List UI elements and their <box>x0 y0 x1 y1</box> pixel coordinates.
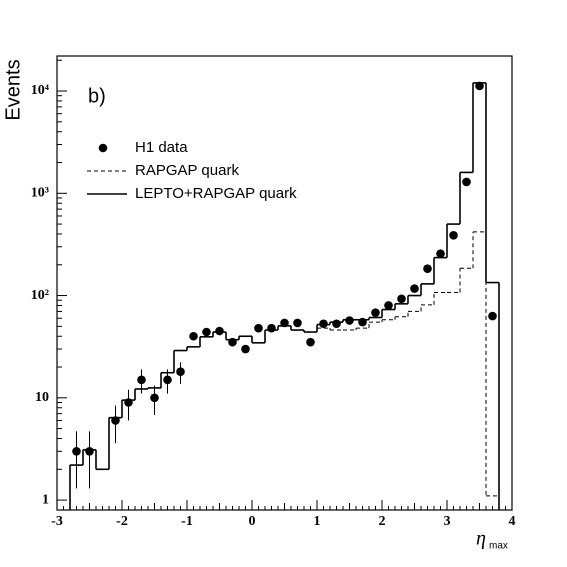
data-point <box>267 323 276 333</box>
plot-frame <box>56 55 513 511</box>
data-point <box>150 393 159 403</box>
data-point <box>462 177 471 187</box>
data-point <box>163 375 172 385</box>
legend-label: RAPGAP quark <box>135 162 239 179</box>
data-point <box>176 367 185 377</box>
data-point <box>137 375 146 385</box>
data-point <box>475 81 484 91</box>
data-point <box>436 249 445 258</box>
y-tick-label: 1 <box>42 492 49 507</box>
data-point <box>254 323 263 333</box>
x-tick-label: -1 <box>181 514 193 529</box>
data-point <box>319 319 328 329</box>
legend-marker <box>98 143 108 153</box>
data-point <box>332 319 341 329</box>
y-axis-label: Events <box>2 59 24 120</box>
data-point <box>397 294 406 304</box>
x-tick-label: 3 <box>444 514 451 529</box>
x-tick-label: -3 <box>51 514 63 529</box>
x-tick-label: 4 <box>509 514 516 529</box>
data-point <box>241 344 250 354</box>
y-tick-label: 10³ <box>31 186 49 201</box>
data-point <box>371 308 380 317</box>
x-tick-label: 2 <box>379 514 386 529</box>
data-point <box>85 446 94 456</box>
data-point <box>72 446 81 456</box>
data-point <box>215 326 224 336</box>
data-point <box>410 284 419 293</box>
data-point <box>280 318 289 328</box>
data-point <box>449 231 458 240</box>
data-point <box>189 331 198 341</box>
data-point <box>306 337 315 347</box>
data-point <box>423 264 432 274</box>
data-point <box>202 327 211 337</box>
data-point <box>488 311 497 321</box>
y-tick-label: 10² <box>31 288 49 303</box>
legend-label: LEPTO+RAPGAP quark <box>135 185 297 202</box>
x-axis-label: η <box>476 528 486 550</box>
x-tick-label: 0 <box>249 514 256 529</box>
legend-label: H1 data <box>135 139 188 156</box>
data-point <box>293 318 302 328</box>
x-tick-label: -2 <box>116 514 128 529</box>
panel-label: b) <box>88 85 106 107</box>
y-tick-label: 10 <box>35 390 49 405</box>
y-tick-label: 10⁴ <box>31 83 50 98</box>
data-point <box>384 301 393 310</box>
x-axis-label-sub: max <box>489 541 508 552</box>
x-tick-label: 1 <box>314 514 321 529</box>
